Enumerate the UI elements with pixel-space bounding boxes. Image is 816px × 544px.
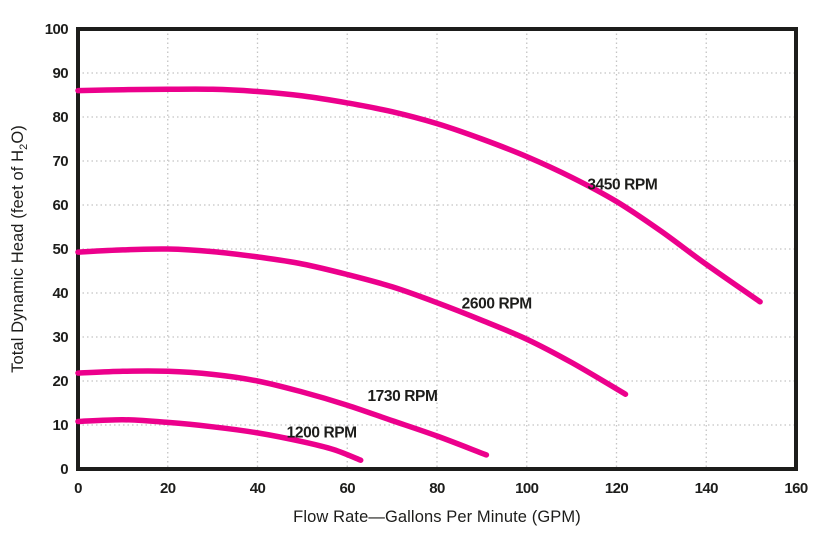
- curve-label-1730-rpm: 1730 RPM: [367, 388, 437, 405]
- curves-layer: [75, 86, 763, 463]
- x-tick-label: 100: [515, 480, 538, 497]
- y-tick-label: 90: [53, 65, 69, 82]
- y-axis-title-subscript: 2: [18, 144, 30, 150]
- curve-1200-rpm: [75, 416, 364, 463]
- y-tick-label: 100: [45, 21, 68, 38]
- curve-label-1200-rpm: 1200 RPM: [287, 424, 357, 441]
- y-tick-label: 0: [60, 461, 68, 478]
- tick-label-layer: 0 20 40 60 80 100 120 140 160 0 10 20 30 40 50 60 70 80 90…: [45, 21, 809, 497]
- curve-label-layer: 3450 RPM 2600 RPM 1730 RPM 1200 RPM: [287, 177, 658, 442]
- x-tick-label: 120: [605, 480, 628, 497]
- y-tick-label: 10: [53, 417, 69, 434]
- y-tick-label: 70: [53, 153, 69, 170]
- y-tick-label: 80: [53, 109, 69, 126]
- y-tick-label: 30: [53, 329, 69, 346]
- x-tick-label: 0: [74, 480, 82, 497]
- y-axis-title-main: Total Dynamic Head (feet of H: [9, 150, 27, 373]
- curve-label-3450-rpm: 3450 RPM: [587, 177, 657, 194]
- y-tick-label: 50: [53, 241, 69, 258]
- x-tick-label: 60: [340, 480, 356, 497]
- x-axis-title: Flow Rate—Gallons Per Minute (GPM): [293, 508, 581, 526]
- x-tick-label: 160: [784, 480, 807, 497]
- y-tick-label: 40: [53, 285, 69, 302]
- y-tick-label: 60: [53, 197, 69, 214]
- x-tick-label: 140: [695, 480, 718, 497]
- x-tick-label: 40: [250, 480, 266, 497]
- plot-border: [76, 27, 798, 471]
- y-axis-title: Total Dynamic Head (feet of H2O): [9, 125, 30, 373]
- y-axis-title-end: O): [9, 125, 27, 144]
- curve-1730-rpm: [75, 368, 490, 458]
- y-tick-label: 20: [53, 373, 69, 390]
- curve-2600-rpm: [75, 246, 629, 397]
- x-tick-label: 80: [429, 480, 445, 497]
- curve-3450-rpm: [75, 86, 763, 305]
- x-tick-label: 20: [160, 480, 176, 497]
- curve-label-2600-rpm: 2600 RPM: [462, 295, 532, 312]
